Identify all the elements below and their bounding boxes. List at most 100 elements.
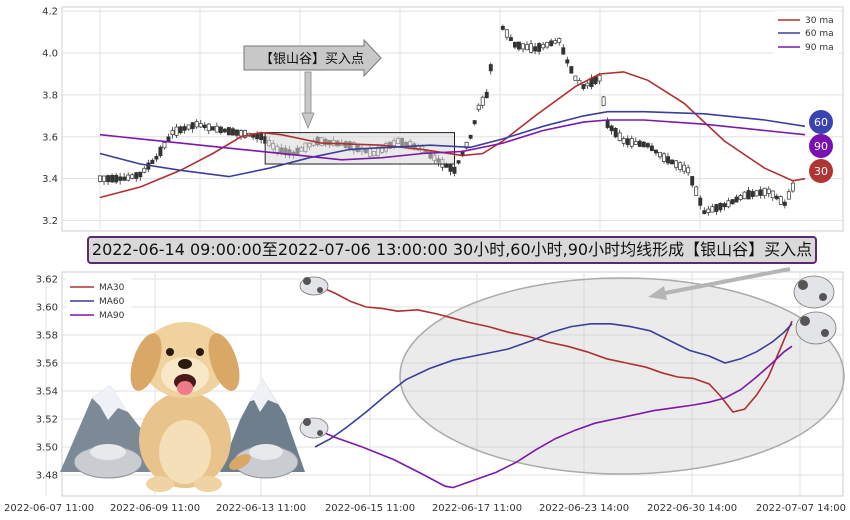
candle-body: [738, 195, 743, 200]
top-y-tick-label: 4.2: [42, 7, 58, 18]
badge-30-circle: [809, 159, 833, 183]
small-dog-icon-3: [793, 275, 835, 309]
candle-body: [162, 142, 167, 149]
small-dog-icon-4: [795, 311, 837, 345]
small-dog-icon-2: [299, 417, 329, 439]
dog-paw-left: [146, 476, 174, 492]
candle-body: [597, 74, 602, 82]
badge-90-circle: [809, 134, 833, 158]
candle-body: [230, 128, 235, 136]
candle-body: [593, 76, 598, 85]
candle-body: [126, 174, 131, 181]
candle-body: [202, 124, 207, 129]
candle-body: [625, 138, 630, 146]
candle-body: [529, 43, 534, 53]
bottom-line-MA90: [314, 345, 793, 489]
candle-body: [686, 167, 691, 174]
legend-label-90ma: 90 ma: [805, 43, 834, 53]
candle-body: [198, 123, 203, 128]
candle-body: [605, 120, 610, 128]
candle-body: [460, 151, 465, 156]
candle-body: [226, 127, 231, 136]
dog-ear-left: [130, 333, 162, 391]
bottom-x-tick-label: 2022-06-13 11:00: [216, 503, 306, 514]
candle-body: [194, 121, 199, 128]
candle-body: [480, 96, 485, 106]
arrow-label: 【银山谷】买入点: [260, 52, 364, 67]
candle-body: [581, 84, 586, 89]
bottom-chart: 3.48 3.50 3.52 3.54 3.56 3.58 3.60 3.62 2022-06…: [4, 267, 846, 514]
legend-label-ma90: MA90: [99, 311, 125, 321]
bottom-x-tick-label: 2022-06-17 11:00: [432, 503, 522, 514]
candle-body: [621, 138, 626, 144]
down-arrow-shaft: [304, 71, 312, 115]
arrow-shape: [243, 38, 382, 78]
small-dog-icons: [299, 275, 837, 439]
candle-body: [698, 197, 703, 206]
candle-body: [561, 47, 566, 55]
bottom-y-tick-label: 3.58: [36, 331, 58, 342]
candle-body: [774, 195, 779, 200]
candle-body: [585, 82, 590, 87]
candle-body: [629, 138, 634, 147]
candle-body: [468, 134, 473, 139]
bottom-y-tick-label: 3.56: [36, 359, 58, 370]
candle-body: [714, 204, 719, 212]
diagonal-arrow-head: [648, 286, 667, 300]
candle-body: [508, 37, 513, 42]
candle-body: [553, 40, 558, 44]
candle-body: [448, 164, 453, 172]
candle-body: [174, 126, 179, 136]
candle-body: [682, 164, 687, 172]
candle-body: [504, 29, 509, 38]
candle-body: [649, 145, 654, 151]
candle-body: [210, 126, 215, 131]
candle-body: [573, 75, 578, 81]
signal-banner: 2022-06-14 09:00:00至2022-07-06 13:00:00 …: [87, 236, 817, 264]
candle-body: [170, 130, 175, 136]
candle-body: [782, 201, 787, 206]
candle-body: [134, 172, 139, 179]
candle-body: [150, 159, 155, 164]
badge-30-text: 30: [814, 165, 828, 178]
candle-body: [678, 162, 683, 170]
top-line-60-ma: [99, 110, 806, 178]
candle-body: [166, 136, 171, 142]
candle-body: [158, 146, 163, 157]
bottom-ma-lines: [314, 283, 793, 489]
candle-body: [706, 208, 711, 213]
bottom-y-tick-label: 3.60: [36, 303, 58, 314]
dog-eye-left: [166, 348, 174, 356]
candle-body: [500, 25, 505, 30]
candle-body: [609, 125, 614, 132]
dog-tail: [229, 454, 251, 470]
candle-body: [545, 41, 550, 48]
candle-body: [222, 128, 227, 133]
candle-body: [464, 141, 469, 149]
candle-body: [662, 153, 666, 162]
bottom-y-tick-label: 3.54: [36, 387, 58, 398]
candle-body: [746, 190, 751, 200]
down-arrow-head: [301, 112, 315, 130]
buy-point-arrow: 【银山谷】买入点: [243, 38, 382, 130]
candle-body: [472, 120, 477, 125]
candle-body: [549, 40, 554, 47]
candle-body: [666, 156, 670, 164]
candle-body: [722, 203, 727, 208]
dog-nose: [178, 359, 192, 369]
top-grid: [62, 7, 843, 231]
candle-body: [182, 126, 187, 131]
bottom-x-tick-label: 2022-06-23 14:00: [539, 503, 629, 514]
bottom-x-tick-label: 2022-06-15 11:00: [325, 503, 415, 514]
candle-body: [641, 141, 646, 148]
highlight-ellipse: [399, 277, 845, 475]
candle-body: [142, 167, 147, 173]
candle-body: [178, 126, 183, 134]
dog-eye-right: [196, 348, 204, 356]
badge-90-text: 90: [814, 140, 828, 153]
candle-body: [110, 174, 115, 183]
dog-illustration: [60, 322, 305, 492]
ma-badges: 60 90 30: [809, 110, 833, 183]
candle-body: [569, 66, 574, 74]
candle-body: [456, 160, 461, 164]
